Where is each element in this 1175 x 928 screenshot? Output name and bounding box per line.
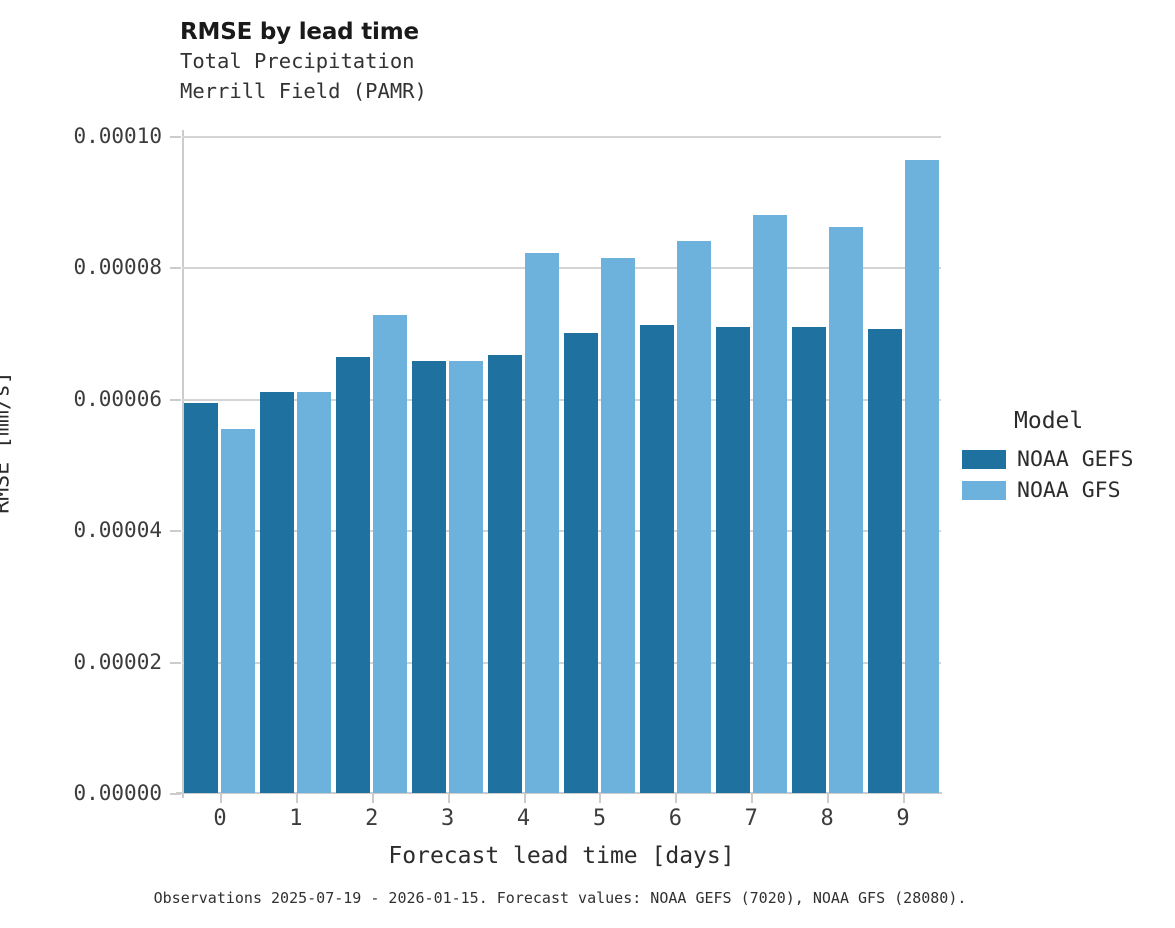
x-axis-title: Forecast lead time [days] xyxy=(388,843,735,869)
x-axis-tick xyxy=(903,793,906,803)
y-axis-tick-labels: 0.00010 0.00008 0.00006 0.00004 0.00002 0.000… xyxy=(0,0,162,928)
x-axis-tick-label: 8 xyxy=(820,806,834,831)
legend: Model NOAA GEFS NOAA GFS xyxy=(962,408,1134,506)
legend-entries: NOAA GEFS NOAA GFS xyxy=(962,444,1134,506)
y-axis-tick xyxy=(170,793,181,795)
x-axis-tick-label: 1 xyxy=(289,806,303,831)
bar xyxy=(828,226,863,793)
x-axis-tick-label: 4 xyxy=(516,806,531,831)
chart-subtitle-station: Merrill Field (PAMR) xyxy=(180,79,427,103)
bar xyxy=(867,328,902,793)
legend-title: Model xyxy=(1014,408,1084,434)
x-axis-tick-label: 9 xyxy=(896,806,910,831)
legend-swatch xyxy=(962,450,1006,469)
y-axis-tick-label: 0.00002 xyxy=(73,649,162,674)
bar xyxy=(752,214,787,793)
y-gridline xyxy=(182,136,941,138)
x-axis-tick-label: 5 xyxy=(592,806,607,831)
chart-subtitle-variable: Total Precipitation xyxy=(180,49,415,73)
y-axis-tick-label: 0.00000 xyxy=(73,781,162,805)
legend-label: NOAA GEFS xyxy=(1017,447,1134,472)
bar xyxy=(676,241,711,793)
legend-item[interactable]: NOAA GFS xyxy=(962,475,1134,506)
x-axis-tick xyxy=(523,793,526,803)
x-axis-tick xyxy=(295,793,298,803)
x-axis-tick-label: 2 xyxy=(365,806,379,831)
x-axis-tick-label: 3 xyxy=(441,806,455,831)
bar xyxy=(563,333,598,793)
y-gridline xyxy=(182,398,941,401)
bar xyxy=(336,357,371,793)
bar xyxy=(297,392,332,793)
legend-label: NOAA GFS xyxy=(1017,478,1121,503)
x-axis-tick xyxy=(599,793,602,803)
y-axis-tick xyxy=(170,661,181,664)
x-axis-tick xyxy=(447,793,450,803)
chart-caption: Observations 2025-07-19 - 2026-01-15. Fo… xyxy=(153,889,967,907)
y-axis-tick-label: 0.00008 xyxy=(73,255,162,280)
bar xyxy=(715,326,750,793)
bar xyxy=(488,355,523,793)
bars-layer xyxy=(182,136,941,793)
y-axis-tick xyxy=(170,398,181,401)
y-axis-line xyxy=(182,130,184,798)
y-axis-tick-label: 0.00006 xyxy=(73,386,162,411)
x-axis-tick-label: 0 xyxy=(213,806,227,831)
y-axis-tick-label: 0.00004 xyxy=(73,518,162,543)
legend-swatch xyxy=(962,481,1006,500)
y-axis-tick-label: 0.00010 xyxy=(73,124,162,148)
x-axis-tick xyxy=(827,793,830,803)
bar xyxy=(449,360,484,793)
legend-item[interactable]: NOAA GEFS xyxy=(962,444,1134,475)
bar xyxy=(791,327,826,793)
bar xyxy=(639,325,674,793)
x-axis-tick-label: 6 xyxy=(668,806,682,831)
bar xyxy=(600,258,635,793)
y-gridline xyxy=(182,530,941,533)
x-axis-line xyxy=(176,792,942,794)
plot-area xyxy=(182,136,941,794)
chart-title: RMSE by lead time xyxy=(180,19,419,45)
bar xyxy=(904,160,939,793)
bar xyxy=(525,252,560,793)
bar xyxy=(260,392,295,793)
y-gridline xyxy=(182,267,941,270)
x-axis-tick xyxy=(751,793,754,803)
bar xyxy=(373,315,408,793)
y-gridline xyxy=(182,661,941,664)
bar xyxy=(221,429,256,793)
y-axis-title: RMSE [mm/s] xyxy=(0,371,15,514)
x-axis-tick xyxy=(675,793,678,803)
y-axis-tick xyxy=(170,267,181,270)
y-axis-tick xyxy=(170,136,181,138)
chart-header: RMSE by lead time Total Precipitation Me… xyxy=(180,18,427,106)
bar xyxy=(412,360,447,793)
x-axis-tick xyxy=(371,793,374,803)
x-axis-tick-label: 7 xyxy=(744,806,758,831)
x-axis-tick xyxy=(219,793,222,803)
bar xyxy=(184,402,219,793)
y-axis-tick xyxy=(170,530,181,533)
